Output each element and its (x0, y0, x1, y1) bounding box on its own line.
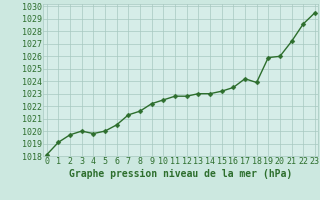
X-axis label: Graphe pression niveau de la mer (hPa): Graphe pression niveau de la mer (hPa) (69, 169, 292, 179)
